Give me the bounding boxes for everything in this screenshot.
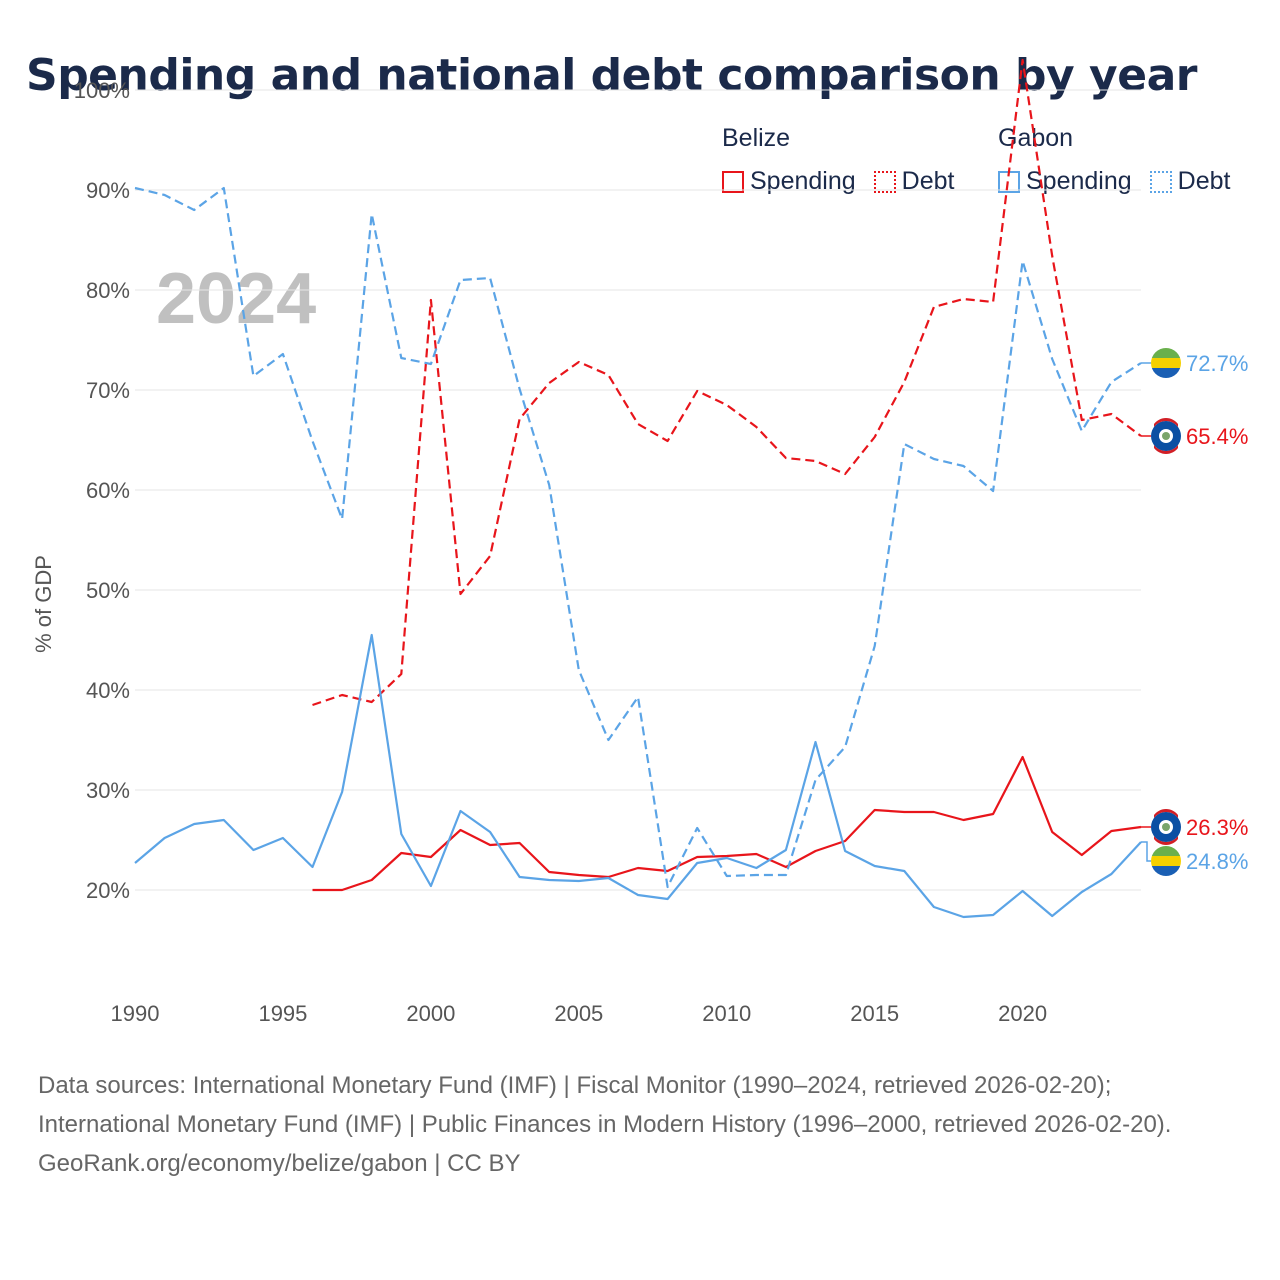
y-tick-label: 20% — [86, 878, 130, 903]
end-value-label: 26.3% — [1186, 815, 1248, 840]
x-tick-label: 2010 — [702, 1001, 751, 1026]
x-axis-ticks: 1990 1995 2000 2005 2010 2015 2020 — [111, 1001, 1048, 1026]
series-line-belize-spending[interactable] — [312, 755, 1142, 892]
y-tick-label: 50% — [86, 578, 130, 603]
end-value-label: 65.4% — [1186, 424, 1248, 449]
y-axis-label: % of GDP — [31, 555, 56, 653]
data-sources-text: Data sources: International Monetary Fun… — [38, 1072, 1172, 1138]
y-axis-ticks: 20% 30% 40% 50% 60% 70% 80% 90% 100% — [74, 78, 130, 903]
end-labels: 72.7% 65.4% 26.3% 24.8% — [1141, 348, 1248, 876]
x-tick-label: 1995 — [258, 1001, 307, 1026]
chart-title: Spending and national debt comparison by… — [26, 50, 1197, 101]
legend-label: Debt — [1177, 167, 1231, 195]
legend-swatch-solid-icon — [722, 170, 744, 193]
credit-link[interactable]: GeoRank.org/economy/belize/gabon | CC BY — [38, 1150, 521, 1177]
x-tick-label: 1990 — [111, 1001, 160, 1026]
end-value-label: 24.8% — [1186, 849, 1248, 874]
y-tick-label: 40% — [86, 678, 130, 703]
gabon-flag-icon — [1151, 348, 1181, 378]
belize-flag-icon — [1151, 809, 1181, 845]
gridlines — [135, 89, 1141, 891]
legend-swatch-dotted-icon — [873, 170, 896, 193]
y-tick-label: 30% — [86, 778, 130, 803]
footer: Data sources: International Monetary Fun… — [38, 1066, 1238, 1183]
legend-country-belize: Belize — [722, 124, 791, 152]
series-lines — [134, 58, 1142, 919]
legend-item-gabon-debt[interactable]: Debt — [1149, 167, 1231, 196]
series-line-belize-debt[interactable] — [312, 58, 1142, 707]
y-tick-label: 100% — [74, 78, 130, 103]
series-line-gabon-spending[interactable] — [134, 633, 1142, 919]
gabon-flag-icon — [1151, 846, 1181, 876]
y-tick-label: 60% — [86, 478, 130, 503]
belize-flag-icon — [1151, 418, 1181, 454]
series-line-gabon-debt[interactable] — [134, 186, 1142, 889]
x-tick-label: 2015 — [850, 1001, 899, 1026]
y-tick-label: 90% — [86, 178, 130, 203]
y-tick-label: 80% — [86, 278, 130, 303]
line-chart: 2024 % of GDP 20%30%40%50%60%70%80%90%10… — [31, 58, 1248, 1026]
legend-swatch-dotted-icon — [1149, 170, 1172, 193]
end-value-label: 72.7% — [1186, 351, 1248, 376]
y-tick-label: 70% — [86, 378, 130, 403]
legend-country-gabon: Gabon — [998, 124, 1074, 152]
x-tick-label: 2000 — [406, 1001, 455, 1026]
end-label-connector — [1141, 841, 1151, 862]
x-tick-label: 2020 — [998, 1001, 1047, 1026]
x-tick-label: 2005 — [554, 1001, 603, 1026]
